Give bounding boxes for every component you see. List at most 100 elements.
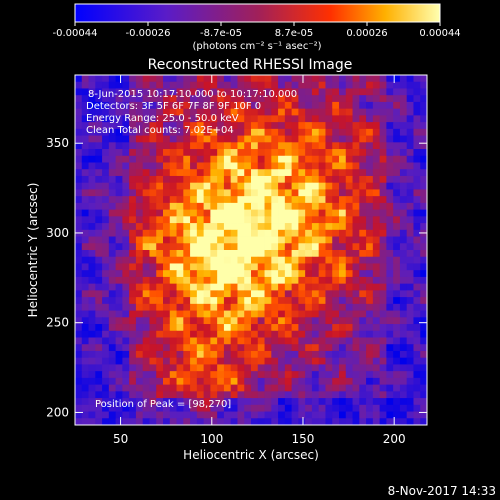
heatmap-cell	[135, 283, 144, 291]
heatmap-cell	[196, 101, 205, 110]
heatmap-cell	[339, 290, 347, 298]
heatmap-cell	[169, 250, 177, 258]
heatmap-cell	[183, 175, 191, 184]
heatmap-cell	[230, 182, 238, 190]
heatmap-cell	[183, 209, 191, 217]
heatmap-cell	[115, 384, 123, 392]
heatmap-cell	[156, 229, 164, 237]
heatmap-cell	[379, 297, 387, 305]
heatmap-cell	[108, 223, 117, 231]
heatmap-cell	[399, 377, 408, 386]
heatmap-cell	[325, 391, 333, 399]
heatmap-cell	[284, 290, 293, 298]
heatmap-cell	[122, 276, 130, 285]
heatmap-cell	[102, 175, 110, 184]
heatmap-cell	[372, 418, 381, 426]
heatmap-cell	[169, 350, 177, 359]
heatmap-cell	[352, 169, 360, 177]
heatmap-cell	[108, 310, 117, 318]
heatmap-cell	[284, 330, 293, 338]
heatmap-cell	[203, 88, 211, 96]
heatmap-cell	[102, 250, 110, 258]
heatmap-cell	[366, 196, 374, 204]
heatmap-cell	[230, 404, 238, 412]
heatmap-cell	[352, 384, 360, 392]
heatmap-cell	[413, 236, 421, 244]
heatmap-cell	[75, 330, 83, 338]
heatmap-cell	[264, 384, 272, 392]
heatmap-cell	[339, 411, 347, 419]
heatmap-cell	[366, 398, 374, 406]
heatmap-cell	[203, 243, 211, 251]
heatmap-cell	[271, 350, 279, 359]
heatmap-cell	[413, 418, 421, 426]
heatmap-cell	[399, 364, 408, 372]
heatmap-cell	[102, 263, 110, 271]
heatmap-cell	[339, 371, 347, 379]
heatmap-cell	[305, 216, 313, 224]
heatmap-cell	[278, 310, 286, 318]
heatmap-cell	[366, 243, 374, 251]
heatmap-cell	[142, 324, 150, 332]
heatmap-cell	[102, 243, 110, 251]
heatmap-cell	[203, 270, 211, 278]
heatmap-cell	[176, 310, 184, 318]
heatmap-cell	[311, 155, 320, 163]
heatmap-cell	[413, 115, 421, 123]
heatmap-cell	[115, 297, 123, 305]
heatmap-cell	[399, 101, 408, 110]
heatmap-cell	[115, 404, 123, 412]
heatmap-cell	[264, 350, 272, 359]
heatmap-cell	[393, 128, 401, 136]
heatmap-cell	[298, 169, 306, 177]
heatmap-cell	[284, 350, 293, 359]
heatmap-cell	[142, 209, 150, 217]
heatmap-cell	[332, 418, 340, 426]
heatmap-cell	[102, 108, 110, 116]
heatmap-cell	[210, 310, 218, 318]
heatmap-cell	[156, 223, 164, 231]
heatmap-cell	[129, 236, 137, 244]
heatmap-cell	[257, 276, 265, 285]
heatmap-cell	[366, 175, 374, 184]
heatmap-cell	[413, 324, 421, 332]
heatmap-cell	[95, 108, 103, 116]
heatmap-cell	[95, 418, 103, 426]
heatmap-cell	[75, 364, 83, 372]
heatmap-cell	[406, 310, 414, 318]
heatmap-cell	[169, 155, 177, 163]
heatmap-cell	[203, 216, 211, 224]
heatmap-cell	[115, 155, 123, 163]
heatmap-cell	[169, 377, 177, 386]
heatmap-cell	[129, 81, 137, 89]
heatmap-cell	[196, 162, 205, 170]
heatmap-cell	[95, 411, 103, 419]
heatmap-cell	[420, 189, 428, 197]
heatmap-cell	[291, 357, 299, 365]
heatmap-cell	[210, 283, 218, 291]
heatmap-cell	[223, 384, 232, 392]
heatmap-cell	[217, 350, 225, 359]
heatmap-cell	[305, 290, 313, 298]
heatmap-cell	[149, 297, 157, 305]
heatmap-cell	[176, 364, 184, 372]
heatmap-cell	[176, 202, 184, 211]
heatmap-cell	[332, 310, 340, 318]
heatmap-cell	[244, 149, 252, 157]
heatmap-cell	[372, 149, 381, 157]
heatmap-cell	[257, 175, 265, 184]
heatmap-cell	[393, 377, 401, 386]
heatmap-cell	[203, 418, 211, 426]
heatmap-cell	[339, 155, 347, 163]
heatmap-cell	[359, 297, 367, 305]
heatmap-cell	[251, 162, 259, 170]
heatmap-cell	[291, 101, 299, 110]
heatmap-cell	[420, 303, 428, 311]
heatmap-cell	[278, 377, 286, 386]
heatmap-cell	[332, 344, 340, 352]
heatmap-cell	[163, 202, 171, 211]
heatmap-cell	[251, 263, 259, 271]
heatmap-cell	[190, 398, 198, 406]
heatmap-cell	[372, 276, 381, 285]
heatmap-cell	[129, 290, 137, 298]
